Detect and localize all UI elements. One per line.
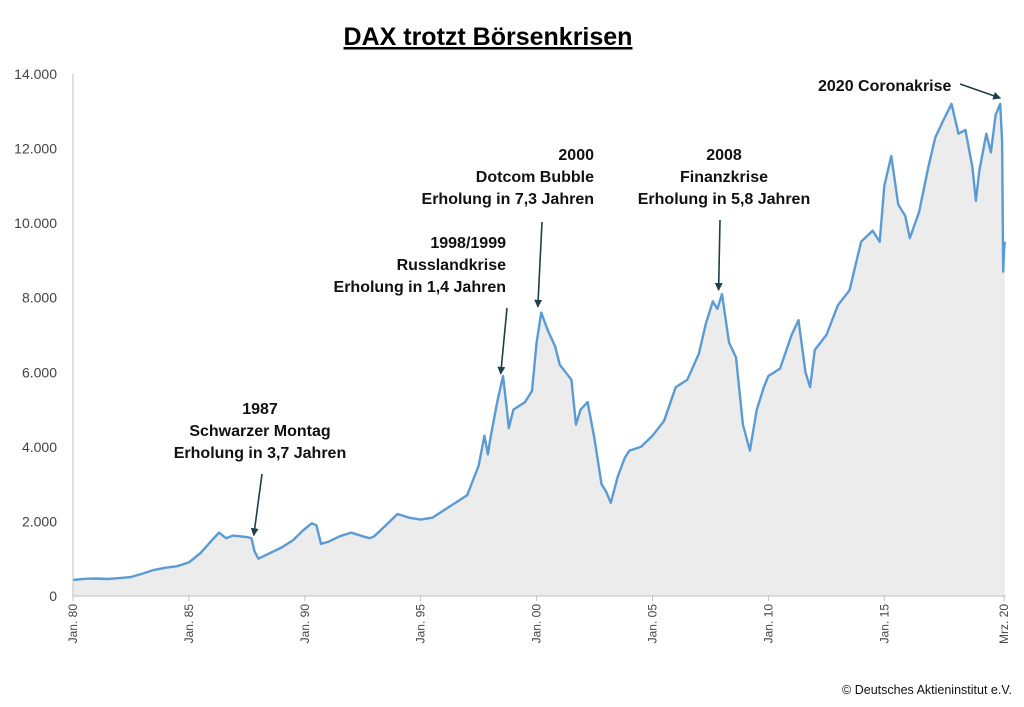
ann-1998-line-1: 1998/1999: [430, 235, 506, 252]
ann-2020-arrow: [959, 83, 1002, 100]
x-tick-label: Jan. 90: [298, 604, 312, 644]
x-tick-label: Jan. 15: [877, 604, 891, 644]
ann-1987-arrow: [250, 473, 263, 537]
y-tick-label: 10.000: [14, 215, 57, 231]
y-tick-label: 12.000: [14, 141, 57, 157]
x-tick-label: Jan. 05: [646, 604, 660, 644]
ann-2000-line-1: 2000: [558, 147, 594, 164]
ann-1998-line-3: Erholung in 1,4 Jahren: [334, 279, 506, 296]
ann-2008-line-3: Erholung in 5,8 Jahren: [638, 191, 810, 208]
y-tick-label: 0: [49, 588, 57, 604]
ann-1998-line-2: Russlandkrise: [397, 257, 506, 274]
y-tick-labels: 0 2.000 4.000 6.000 8.000 10.000 12.000 14.000: [14, 66, 57, 604]
y-tick-label: 2.000: [22, 513, 57, 529]
ann-2000-line-3: Erholung in 7,3 Jahren: [422, 191, 594, 208]
x-tick-labels: Jan. 80 Jan. 85 Jan. 90 Jan. 95 Jan. 00 Jan. …: [66, 596, 1011, 644]
ann-1998-arrow: [497, 307, 508, 375]
copyright-credit: © Deutsches Aktieninstitut e.V.: [842, 683, 1012, 697]
ann-2008-arrow: [714, 219, 723, 291]
x-tick-label: Jan. 80: [66, 604, 80, 644]
chart-title: DAX trotzt Börsenkrisen: [344, 23, 633, 51]
y-tick-label: 14.000: [14, 66, 57, 82]
ann-2020-line-1: 2020 Coronakrise: [818, 78, 952, 95]
x-tick-label: Mrz. 20: [997, 604, 1011, 644]
y-tick-label: 4.000: [22, 439, 57, 455]
ann-2008-line-1: 2008: [706, 147, 742, 164]
ann-1987-line-2: Schwarzer Montag: [189, 423, 330, 440]
area-fill: [73, 103, 1005, 597]
annotations: 1987 Schwarzer Montag Erholung in 3,7 Jahr…: [174, 78, 1002, 537]
ann-2008-line-2: Finanzkrise: [680, 169, 768, 186]
x-tick-label: Jan. 95: [414, 604, 428, 644]
ann-1987-line-3: Erholung in 3,7 Jahren: [174, 445, 346, 462]
dax-series-line: [72, 102, 1006, 582]
ann-2000-line-2: Dotcom Bubble: [476, 169, 594, 186]
x-tick-label: Jan. 10: [761, 604, 775, 644]
ann-1987-line-1: 1987: [242, 401, 278, 418]
y-tick-label: 8.000: [22, 290, 57, 306]
ann-2000-arrow: [534, 221, 543, 308]
x-tick-label: Jan. 00: [530, 604, 544, 644]
x-tick-label: Jan. 85: [182, 604, 196, 644]
y-tick-label: 6.000: [22, 364, 57, 380]
